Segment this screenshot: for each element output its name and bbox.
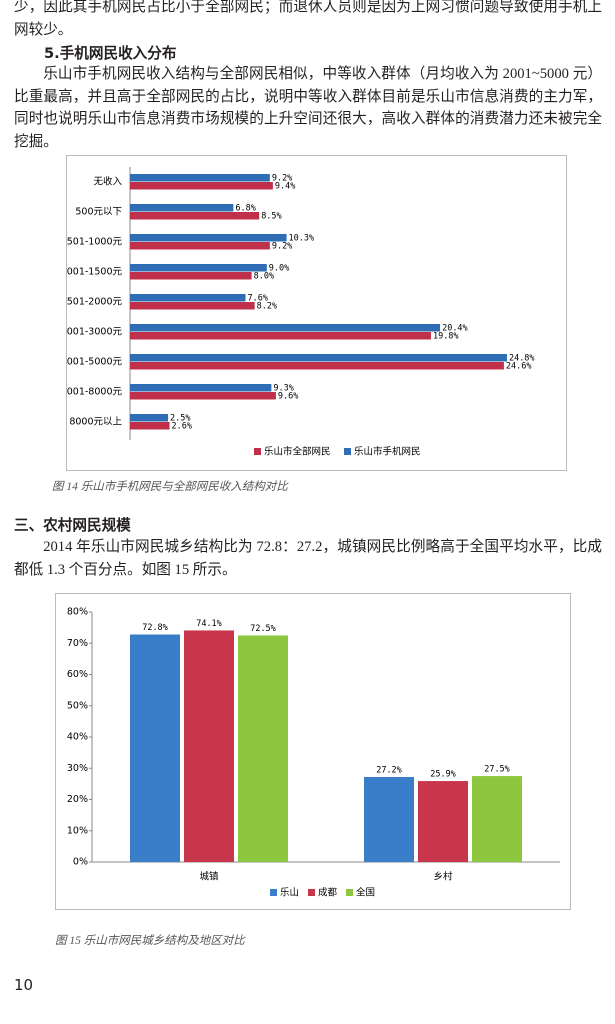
- value-label: 7.6%: [248, 294, 268, 304]
- y-tick-label: 0%: [73, 857, 88, 868]
- value-label: 10.3%: [289, 234, 315, 244]
- legend-label: 全国: [356, 887, 375, 899]
- x-tick-label: 乡村: [433, 871, 453, 883]
- legend-swatch: [308, 889, 315, 896]
- value-label: 24.6%: [506, 362, 532, 372]
- bar: [130, 264, 267, 272]
- bar: [364, 777, 414, 862]
- legend-label: 乐山: [280, 887, 299, 899]
- bar: [130, 324, 441, 332]
- x-tick-label: 城镇: [199, 871, 219, 883]
- bar: [130, 174, 270, 182]
- bar: [130, 332, 431, 340]
- legend-swatch: [344, 448, 351, 455]
- heading: 三、农村网民规模: [14, 517, 131, 534]
- value-label: 19.8%: [433, 332, 459, 342]
- value-label: 2.5%: [170, 414, 190, 424]
- y-tick-label: 70%: [67, 638, 88, 649]
- bar: [130, 634, 180, 862]
- value-label: 72.5%: [250, 624, 276, 634]
- urban-rural-chart: 0% 10% 20% 30% 40% 50% 60% 70% 80% 城镇 72.8% 74.1% 72…: [55, 593, 571, 910]
- value-label: 74.1%: [196, 619, 222, 629]
- category-label: 8000元以上: [69, 417, 122, 428]
- value-label: 9.0%: [269, 264, 289, 274]
- bar: [130, 302, 255, 310]
- bar: [130, 204, 234, 212]
- y-tick-label: 20%: [67, 794, 88, 805]
- bar: [130, 212, 260, 220]
- y-tick-label: 60%: [67, 669, 88, 680]
- y-tick-label: 50%: [67, 700, 88, 711]
- frame: [55, 593, 571, 910]
- y-tick-label: 30%: [67, 763, 88, 774]
- heading: 5.手机网民收入分布: [44, 45, 177, 62]
- legend-label: 乐山市全部网民: [264, 446, 331, 458]
- value-label: 9.4%: [275, 182, 295, 192]
- value-label: 9.6%: [278, 392, 298, 402]
- value-label: 9.3%: [273, 384, 293, 394]
- bar: [130, 392, 276, 400]
- value-label: 72.8%: [142, 623, 168, 633]
- bar: [130, 354, 507, 362]
- value-label: 20.4%: [442, 324, 468, 334]
- bar: [130, 182, 273, 190]
- category-label: 3001-5000元: [66, 357, 122, 368]
- legend-label: 成都: [318, 887, 338, 899]
- bar: [130, 384, 272, 392]
- category-label: 1501-2000元: [66, 297, 122, 308]
- category-label: 2001-3000元: [66, 327, 122, 338]
- category-label: 5001-8000元: [66, 387, 122, 398]
- value-label: 8.5%: [261, 212, 281, 222]
- category-label: 501-1000元: [67, 237, 123, 248]
- bar: [130, 242, 270, 250]
- page-number: 10: [14, 976, 34, 994]
- value-label: 9.2%: [272, 174, 292, 184]
- bar: [418, 781, 468, 862]
- category-label: 500元以下: [75, 207, 122, 218]
- value-label: 27.5%: [484, 765, 510, 775]
- y-tick-label: 10%: [67, 825, 88, 836]
- bar: [238, 635, 288, 862]
- category-label: 无收入: [93, 176, 122, 188]
- paragraph: 少，因此其手机网民占比小于全部网民；而退休人员则是因为上网习惯问题导致使用手机上…: [14, 0, 602, 38]
- value-label: 8.2%: [257, 302, 277, 312]
- legend-swatch: [346, 889, 353, 896]
- bar: [130, 362, 504, 370]
- caption: 图 14 乐山市手机网民与全部网民收入结构对比: [52, 481, 288, 493]
- frame: [66, 155, 567, 471]
- paragraph: 乐山市手机网民收入结构与全部网民相似，中等收入群体（月均收入为 2001~500…: [14, 66, 602, 150]
- value-label: 27.2%: [376, 766, 402, 776]
- value-label: 24.8%: [509, 354, 535, 364]
- bar: [130, 272, 252, 280]
- bar: [130, 414, 168, 422]
- value-label: 2.6%: [172, 422, 192, 432]
- y-tick-label: 40%: [67, 732, 88, 743]
- income-chart: 无收入 9.4%9.2%500元以下 8.5%6.8%501-1000元 9.2%10…: [66, 155, 567, 471]
- y-tick-label: 80%: [67, 607, 88, 618]
- value-label: 25.9%: [430, 770, 456, 780]
- caption: 图 15 乐山市网民城乡结构及地区对比: [55, 935, 245, 947]
- paragraph: 2014 年乐山市网民城乡结构比为 72.8：27.2，城镇网民比例略高于全国平…: [14, 539, 602, 578]
- legend-swatch: [270, 889, 277, 896]
- bar: [130, 422, 170, 430]
- bar: [472, 776, 522, 862]
- legend-label: 乐山市手机网民: [354, 446, 421, 458]
- legend-swatch: [254, 448, 261, 455]
- bar: [184, 630, 234, 862]
- bar: [130, 234, 287, 242]
- value-label: 9.2%: [272, 242, 292, 252]
- category-label: 1001-1500元: [66, 267, 122, 278]
- value-label: 8.0%: [254, 272, 274, 282]
- bar: [130, 294, 246, 302]
- value-label: 6.8%: [235, 204, 255, 214]
